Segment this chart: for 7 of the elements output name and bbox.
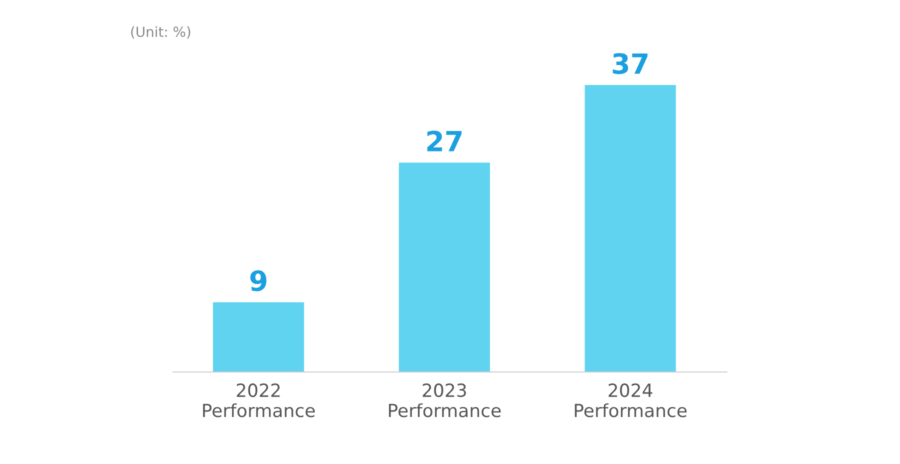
x-tick-label: 2022 Performance	[203, 383, 315, 418]
data-label: 27	[427, 130, 462, 152]
text: (Unit: %)	[131, 26, 190, 39]
x-tick-label: 2024 Performance	[574, 383, 687, 418]
x-tick-label: 2023 Performance	[388, 383, 501, 418]
data-label: 37	[612, 53, 648, 74]
data-label: 9	[250, 270, 266, 292]
